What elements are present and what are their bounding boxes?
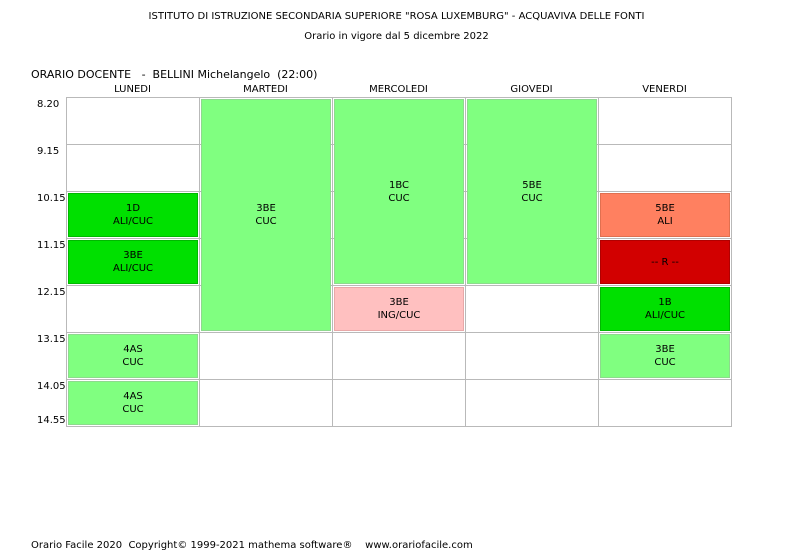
time-label: 13.15: [37, 334, 66, 345]
lesson-block[interactable]: 4AS CUC: [68, 334, 198, 378]
time-label: 8.20: [37, 99, 60, 110]
lesson-subject: ALI: [657, 216, 673, 227]
lesson-block[interactable]: 1D ALI/CUC: [68, 193, 198, 237]
empty-slot: [66, 97, 200, 145]
day-header-lunedi: LUNEDI: [114, 84, 151, 95]
lesson-subject: ALI/CUC: [112, 216, 153, 227]
validity-subtitle: Orario in vigore dal 5 dicembre 2022: [304, 31, 489, 42]
lesson-subject: CUC: [122, 357, 144, 368]
empty-slot: [332, 332, 466, 380]
empty-slot: [199, 332, 333, 380]
empty-slot: [199, 379, 333, 427]
lesson-class: 1D: [125, 203, 141, 214]
lesson-subject: CUC: [521, 192, 543, 204]
lesson-class: -- R --: [651, 256, 679, 268]
empty-slot: [332, 379, 466, 427]
lesson-class: 4AS: [123, 391, 143, 402]
empty-slot: [598, 144, 732, 192]
lesson-block[interactable]: 3BE ALI/CUC: [68, 240, 198, 284]
lesson-subject: ALI/CUC: [112, 263, 153, 274]
lesson-subject: CUC: [122, 404, 144, 415]
lesson-class: 1BC: [388, 179, 410, 191]
lesson-block[interactable]: 1B ALI/CUC: [600, 287, 730, 331]
day-header-mercoledi: MERCOLEDI: [369, 84, 428, 95]
empty-slot: [598, 379, 732, 427]
lesson-class: 3BE: [123, 250, 143, 261]
school-title: ISTITUTO DI ISTRUZIONE SECONDARIA SUPERI…: [148, 11, 645, 22]
lesson-class: 5BE: [522, 179, 542, 191]
lesson-class: 3BE: [655, 344, 675, 355]
empty-slot: [598, 97, 732, 145]
lesson-subject: CUC: [255, 216, 277, 227]
lesson-subject: ALI/CUC: [644, 310, 685, 321]
lesson-class: 3BE: [389, 297, 409, 308]
lesson-class: 1B: [658, 297, 672, 308]
day-header-giovedi: GIOVEDI: [510, 84, 553, 95]
lesson-block[interactable]: 3BE CUC: [201, 99, 331, 331]
time-label: 12.15: [37, 287, 66, 298]
day-header-venerdi: VENERDI: [642, 84, 687, 95]
empty-slot: [465, 285, 599, 333]
empty-slot: [66, 144, 200, 192]
empty-slot: [465, 332, 599, 380]
day-header-martedi: MARTEDI: [243, 84, 288, 95]
lesson-block[interactable]: 3BE CUC: [600, 334, 730, 378]
lesson-subject: ING/CUC: [377, 310, 421, 321]
lesson-subject: CUC: [388, 192, 410, 204]
lesson-block[interactable]: 5BE ALI: [600, 193, 730, 237]
lesson-block[interactable]: 5BE CUC: [467, 99, 597, 284]
lesson-class: 5BE: [655, 203, 675, 214]
footer-copyright: Orario Facile 2020 Copyright© 1999-2021 …: [31, 540, 473, 551]
lesson-class: 4AS: [123, 344, 143, 355]
lesson-block[interactable]: -- R --: [600, 240, 730, 284]
teacher-heading: ORARIO DOCENTE - BELLINI Michelangelo (2…: [31, 68, 318, 81]
lesson-block[interactable]: 3BE ING/CUC: [334, 287, 464, 331]
lesson-class: 3BE: [256, 203, 276, 214]
time-label: 11.15: [37, 240, 66, 251]
timetable-grid: 1D ALI/CUC 3BE ALI/CUC 4AS CUC 4AS CUC 3BE CUC 1BC…: [66, 97, 732, 427]
time-label: 9.15: [37, 146, 60, 157]
lesson-block[interactable]: 1BC CUC: [334, 99, 464, 284]
time-label: 14.05: [37, 381, 66, 392]
empty-slot: [465, 379, 599, 427]
empty-slot: [66, 285, 200, 333]
lesson-block[interactable]: 4AS CUC: [68, 381, 198, 425]
time-label: 10.15: [37, 193, 66, 204]
time-label: 14.55: [37, 415, 66, 426]
lesson-subject: CUC: [654, 357, 676, 368]
